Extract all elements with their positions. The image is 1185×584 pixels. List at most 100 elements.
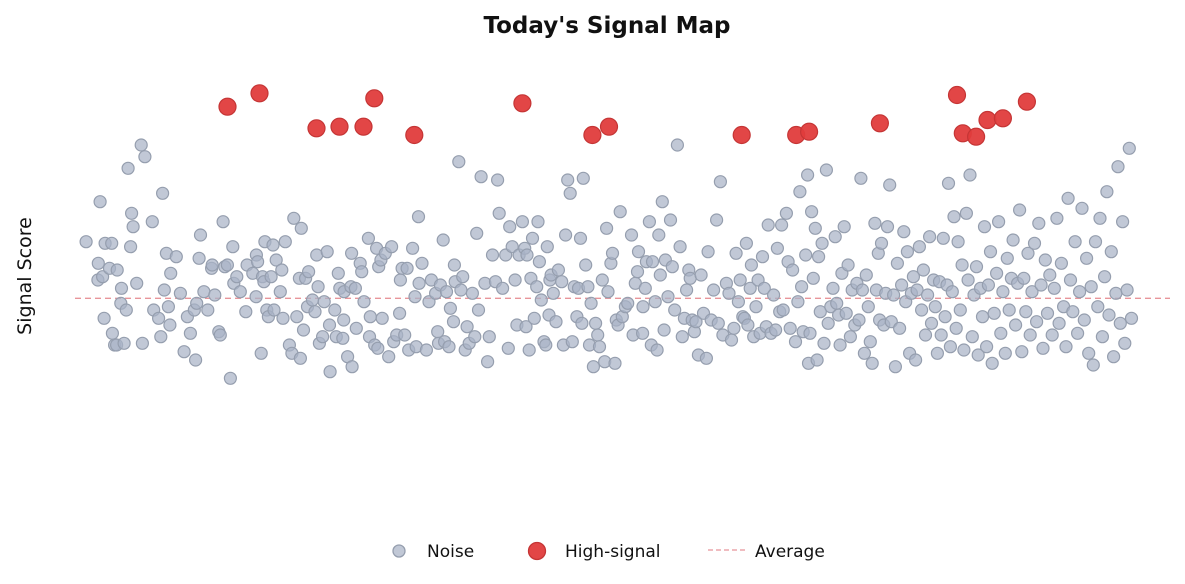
noise-point [114,281,129,295]
noise-point [1002,303,1016,317]
noise-point [788,335,803,349]
noise-point [278,235,292,249]
noise-point [105,326,120,340]
noise-point [953,303,967,317]
noise-point [945,285,959,299]
noise-point [1075,201,1089,215]
legend: Noise High-signal Average [392,541,825,562]
noise-point [886,288,901,302]
noise-point [957,343,971,357]
noise-point [382,350,396,364]
noise-point [97,311,111,325]
noise-point [799,248,813,262]
noise-point [630,265,645,279]
noise-point [613,205,627,219]
noise-point [406,241,420,255]
noise-point [163,318,177,332]
legend-high-signal-marker [527,541,547,561]
noise-point [605,246,620,260]
noise-point [1068,235,1082,249]
noise-point [920,288,935,302]
noise-point [1059,340,1073,354]
noise-point [991,215,1006,229]
noise-point [337,313,351,327]
noise-point [989,266,1004,280]
noise-point [1120,283,1134,297]
legend-high-signal-label: High-signal [565,542,661,562]
legend-noise-label: Noise [427,542,474,562]
noise-point [1061,191,1075,205]
noise-point [776,303,790,317]
noise-series [79,138,1139,385]
high-signal-point [978,110,997,130]
noise-point [861,300,875,314]
noise-point [287,211,301,225]
noise-point [1040,306,1055,320]
noise-point [994,326,1008,340]
noise-point [226,240,240,254]
noise-point [785,263,800,277]
noise-point [485,248,500,262]
noise-point [316,330,330,344]
noise-point [525,231,540,245]
noise-point [471,303,486,317]
noise-point [328,303,342,317]
noise-point [491,173,505,187]
noise-point [1019,305,1033,319]
noise-point [591,328,605,342]
legend-average-label: Average [755,542,825,562]
noise-point [868,216,882,230]
noise-point [361,231,375,245]
noise-point [843,330,858,344]
noise-point [355,265,369,279]
noise-point [711,316,725,330]
noise-point [125,206,139,220]
noise-point [546,286,560,300]
noise-point [683,271,697,285]
noise-point [1082,346,1096,360]
noise-point [924,316,939,330]
noise-point [1032,216,1046,230]
noise-point [436,233,450,247]
noise-point [955,258,969,272]
noise-point [821,316,835,330]
noise-point [273,285,287,299]
noise-point [1072,285,1087,299]
noise-point [93,195,107,209]
noise-point [713,175,728,189]
noise-point [393,273,407,287]
noise-point [348,281,362,295]
noise-point [642,215,657,229]
noise-point [975,310,990,324]
noise-point [706,283,721,297]
noise-point [914,303,929,317]
noise-point [689,315,703,329]
noise-point [565,335,579,349]
noise-point [803,326,817,340]
noise-point [624,228,639,242]
noise-point [302,265,316,279]
noise-point [345,360,359,374]
noise-point [145,215,159,229]
high-signal-point [513,94,532,113]
noise-point [938,310,952,324]
noise-point [183,326,197,340]
noise-point [220,258,234,272]
noise-point [1006,233,1020,247]
noise-point [900,245,915,259]
noise-point [579,258,593,272]
high-signal-point [599,117,619,136]
noise-point [363,310,377,324]
noise-point [584,296,598,310]
noise-point [400,261,414,275]
noise-point [456,270,470,284]
high-signal-point [405,125,424,145]
noise-point [941,176,956,190]
noise-point [190,296,204,310]
noise-point [635,326,650,340]
noise-point [1113,316,1127,330]
noise-point [912,240,927,254]
high-signal-point [218,97,237,116]
noise-point [1000,251,1014,265]
noise-point [439,285,454,299]
